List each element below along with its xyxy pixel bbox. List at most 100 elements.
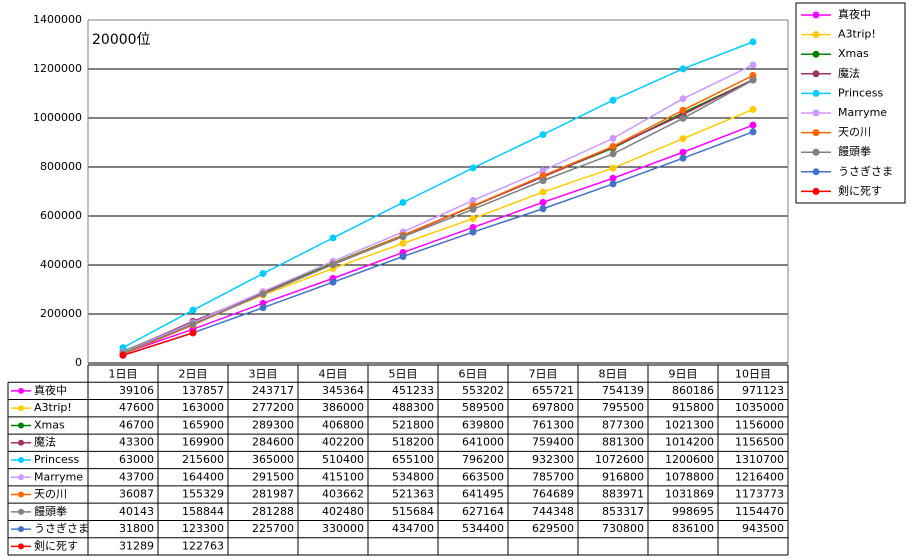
table-value: 215600 bbox=[182, 453, 224, 466]
legend-marker bbox=[812, 89, 820, 97]
data-point bbox=[259, 304, 267, 312]
table-legend-marker bbox=[18, 405, 24, 412]
data-point bbox=[679, 154, 687, 162]
table-legend-marker bbox=[18, 508, 24, 515]
table-value: 1035000 bbox=[735, 401, 784, 414]
table-value: 883971 bbox=[602, 488, 644, 501]
x-tick-label: 1日目 bbox=[109, 368, 138, 381]
data-point bbox=[749, 76, 757, 84]
table-value: 1031869 bbox=[665, 488, 714, 501]
legend-marker bbox=[812, 187, 820, 195]
data-point bbox=[539, 131, 547, 139]
data-point bbox=[189, 306, 197, 314]
data-point bbox=[539, 167, 547, 175]
table-value: 165900 bbox=[182, 418, 224, 431]
y-tick-label: 200000 bbox=[40, 307, 82, 320]
table-value: 1154470 bbox=[735, 505, 784, 518]
table-value: 534800 bbox=[392, 470, 434, 483]
data-point bbox=[679, 106, 687, 114]
table-value: 406800 bbox=[322, 418, 364, 431]
data-point bbox=[609, 96, 617, 104]
data-point bbox=[679, 65, 687, 73]
data-point bbox=[679, 95, 687, 103]
x-tick-label: 9日目 bbox=[669, 368, 698, 381]
table-value: 434700 bbox=[392, 522, 434, 535]
table-value: 155329 bbox=[182, 488, 224, 501]
table-value: 63000 bbox=[119, 453, 154, 466]
table-row-label: 魔法 bbox=[34, 435, 56, 449]
table-value: 330000 bbox=[322, 522, 364, 535]
data-point bbox=[259, 290, 267, 298]
x-tick-label: 3日目 bbox=[249, 368, 278, 381]
data-point bbox=[469, 215, 477, 223]
table-legend-marker bbox=[18, 457, 24, 463]
table-row-label: Xmas bbox=[34, 418, 65, 431]
data-point bbox=[609, 134, 617, 142]
table-value: 553202 bbox=[462, 384, 504, 397]
data-point bbox=[609, 174, 617, 182]
data-point bbox=[749, 105, 757, 113]
x-tick-label: 6日目 bbox=[459, 368, 488, 381]
table-value: 1173773 bbox=[735, 488, 784, 501]
data-point bbox=[399, 239, 407, 247]
table-legend-marker bbox=[18, 439, 24, 446]
table-value: 641000 bbox=[462, 436, 504, 449]
data-point bbox=[679, 135, 687, 143]
table-value: 291500 bbox=[252, 470, 294, 483]
table-value: 860186 bbox=[672, 384, 714, 397]
data-point bbox=[539, 172, 547, 180]
y-tick-label: 1400000 bbox=[33, 13, 82, 26]
table-value: 764689 bbox=[532, 488, 574, 501]
table-value: 402200 bbox=[322, 436, 364, 449]
data-point bbox=[329, 260, 337, 268]
y-tick-label: 1200000 bbox=[33, 62, 82, 75]
table-value: 289300 bbox=[252, 418, 294, 431]
table-value: 998695 bbox=[672, 505, 714, 518]
table-value: 916800 bbox=[602, 470, 644, 483]
table-legend-marker bbox=[18, 422, 24, 429]
data-point bbox=[679, 114, 687, 122]
legend-label: 真夜中 bbox=[838, 7, 871, 21]
legend-marker bbox=[812, 50, 820, 58]
data-point bbox=[609, 150, 617, 158]
data-point bbox=[539, 198, 547, 206]
legend-marker bbox=[812, 168, 820, 176]
table-value: 754139 bbox=[602, 384, 644, 397]
table-row-label: 饅頭拳 bbox=[34, 504, 67, 518]
table-value: 1310700 bbox=[735, 453, 784, 466]
legend-marker bbox=[812, 31, 820, 39]
table-value: 629500 bbox=[532, 522, 574, 535]
table-value: 655721 bbox=[532, 384, 574, 397]
table-value: 697800 bbox=[532, 401, 574, 414]
table-value: 759400 bbox=[532, 436, 574, 449]
table-value: 402480 bbox=[322, 505, 364, 518]
y-tick-label: 800000 bbox=[40, 160, 82, 173]
data-point bbox=[539, 188, 547, 196]
table-value: 46700 bbox=[119, 418, 154, 431]
table-row-label: A3trip! bbox=[34, 401, 72, 414]
data-point bbox=[259, 270, 267, 278]
series-line bbox=[122, 332, 194, 357]
data-point bbox=[399, 252, 407, 260]
table-value: 730800 bbox=[602, 522, 644, 535]
legend-marker bbox=[812, 109, 820, 117]
data-point bbox=[679, 148, 687, 156]
x-tick-label: 4日目 bbox=[319, 368, 348, 381]
table-value: 36087 bbox=[119, 488, 154, 501]
table-legend-marker bbox=[18, 526, 24, 533]
data-point bbox=[749, 121, 757, 129]
legend-label: 天の川 bbox=[838, 126, 871, 139]
table-value: 403662 bbox=[322, 488, 364, 501]
table-value: 31800 bbox=[119, 522, 154, 535]
table-value: 1014200 bbox=[665, 436, 714, 449]
table-value: 853317 bbox=[602, 505, 644, 518]
table-legend-marker bbox=[18, 387, 24, 394]
table-value: 655100 bbox=[392, 453, 434, 466]
table-value: 836100 bbox=[672, 522, 714, 535]
table-value: 451233 bbox=[392, 384, 434, 397]
table-value: 1200600 bbox=[665, 453, 714, 466]
legend-marker bbox=[812, 11, 820, 19]
table-row-label: 剣に死す bbox=[34, 539, 78, 552]
data-point bbox=[539, 177, 547, 185]
